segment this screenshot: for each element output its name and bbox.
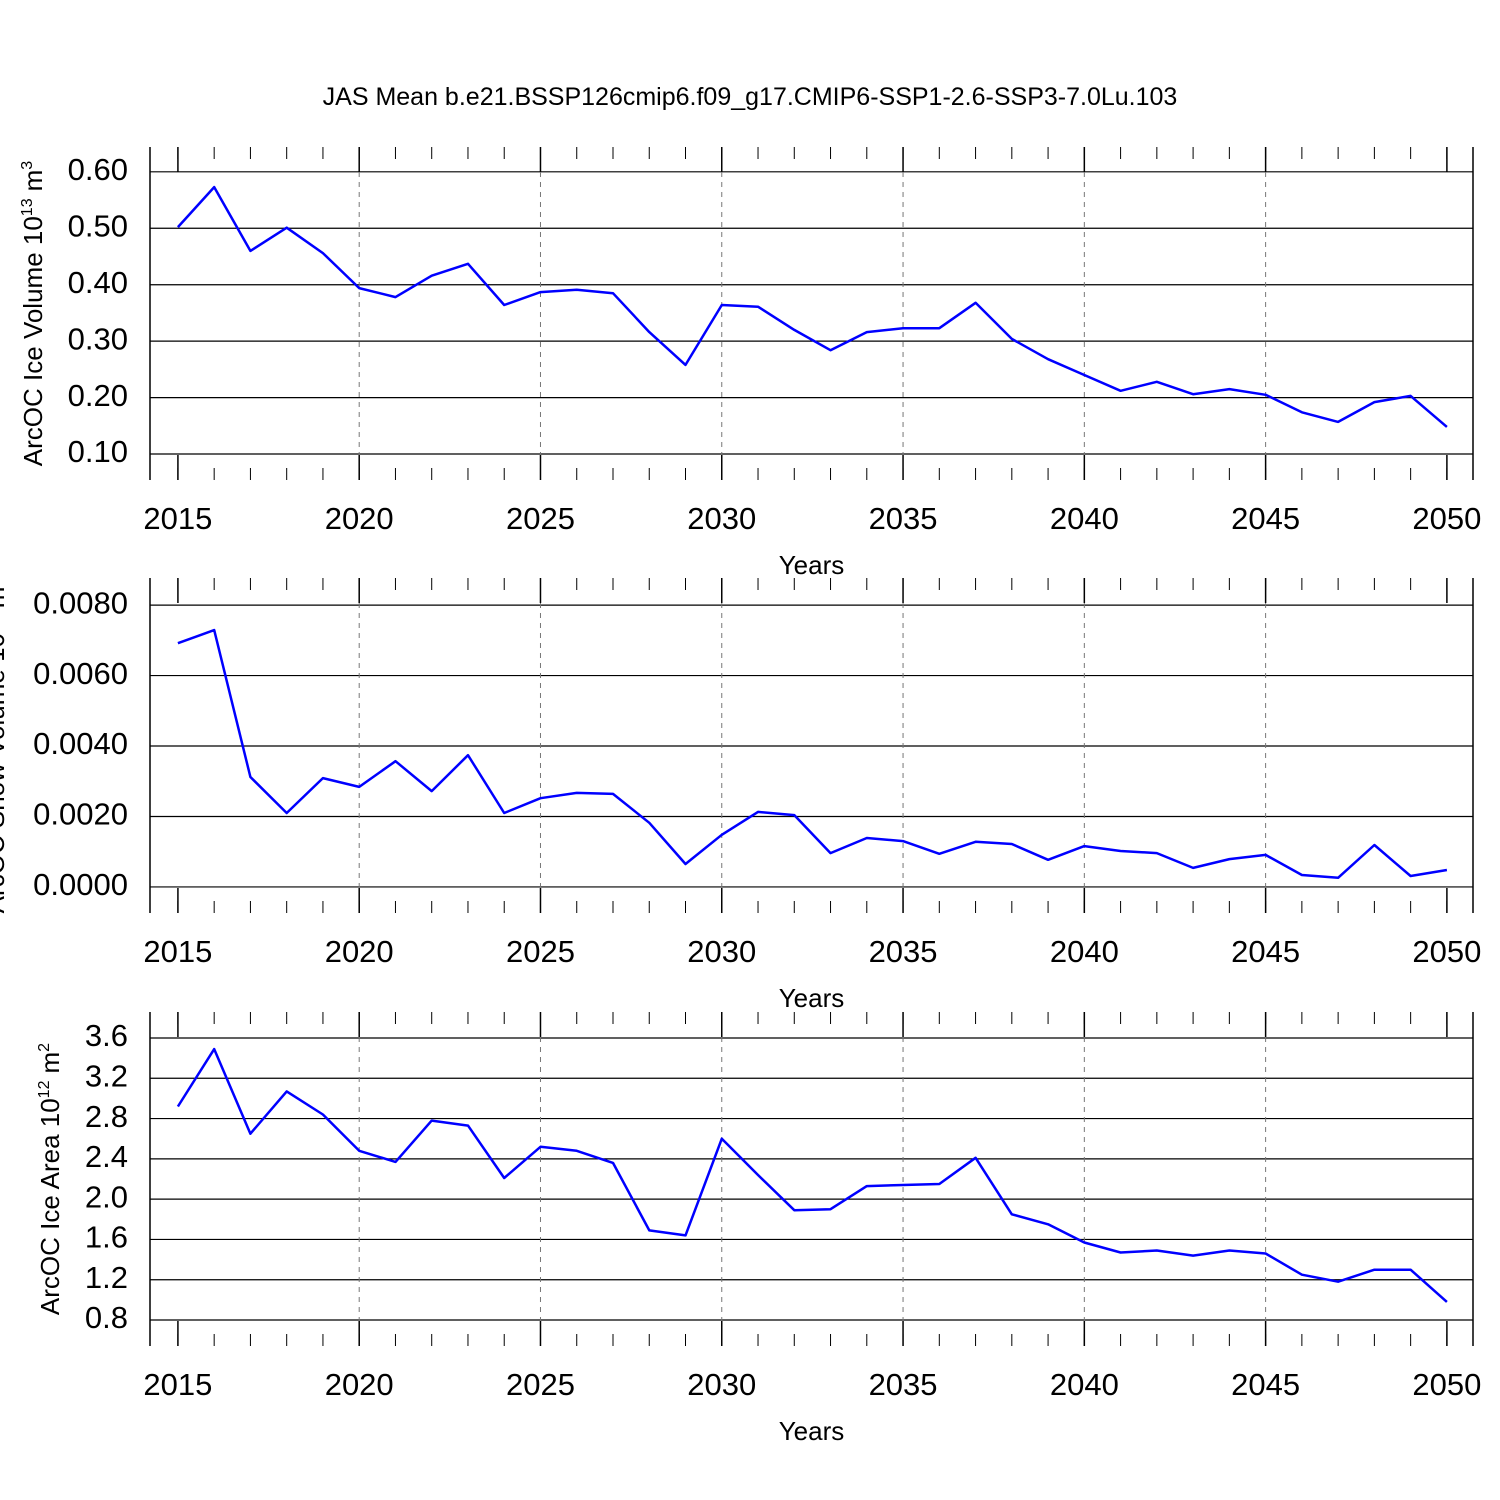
data-line	[176, 1047, 1448, 1303]
y-axis-title-unit: m	[18, 170, 48, 192]
x-tick-label: 2050	[1412, 501, 1481, 536]
y-tick-label: 3.2	[85, 1058, 128, 1093]
y-tick-label: 0.8	[85, 1300, 128, 1335]
x-tick-label: 2050	[1412, 1367, 1481, 1402]
x-axis-title: Years	[779, 550, 845, 580]
x-tick-label: 2045	[1231, 501, 1300, 536]
y-tick-label: 0.10	[68, 434, 128, 469]
y-tick-label: 2.0	[85, 1179, 128, 1214]
y-axis-title-text: ArcOC Snow Volume 10	[0, 633, 10, 913]
y-tick-label: 0.60	[68, 152, 128, 187]
y-axis-title-text: ArcOC Ice Area 10	[35, 1098, 65, 1315]
y-axis-title: ArcOC Ice Area 1012 m2	[35, 1043, 65, 1315]
x-tick-label: 2015	[143, 1367, 212, 1402]
y-axis-title-unit-exponent: 3	[19, 161, 36, 170]
x-tick-label: 2015	[143, 934, 212, 969]
x-tick-label: 2020	[325, 934, 394, 969]
x-tick-label: 2025	[506, 934, 575, 969]
chart-title: JAS Mean b.e21.BSSP126cmip6.f09_g17.CMIP…	[323, 83, 1178, 111]
x-tick-label: 2025	[506, 501, 575, 536]
x-tick-label: 2030	[687, 934, 756, 969]
x-tick-label: 2015	[143, 501, 212, 536]
y-axis-title-exponent: 13	[19, 198, 36, 216]
y-axis-title-exponent: 12	[36, 1080, 53, 1098]
y-axis-title-unit: m	[0, 587, 10, 609]
y-tick-label: 0.20	[68, 378, 128, 413]
x-tick-label: 2025	[506, 1367, 575, 1402]
y-tick-label: 0.0080	[33, 585, 128, 620]
y-tick-label: 0.50	[68, 208, 128, 243]
y-tick-label: 2.8	[85, 1099, 128, 1134]
y-tick-label: 2.4	[85, 1139, 128, 1174]
y-axis-title: ArcOC Ice Volume 1013 m3	[18, 161, 48, 466]
data-line	[176, 185, 1448, 428]
y-axis-title: ArcOC Snow Volume 1013m3	[0, 578, 10, 914]
y-tick-label: 0.0040	[33, 726, 128, 761]
y-tick-label: 1.6	[85, 1220, 128, 1255]
x-tick-label: 2050	[1412, 934, 1481, 969]
y-tick-label: 0.40	[68, 265, 128, 300]
x-tick-label: 2035	[869, 501, 938, 536]
x-axis-title: Years	[779, 983, 845, 1013]
y-tick-label: 3.6	[85, 1018, 128, 1053]
y-tick-label: 0.30	[68, 321, 128, 356]
x-tick-label: 2020	[325, 501, 394, 536]
x-tick-label: 2040	[1050, 1367, 1119, 1402]
y-tick-label: 0.0060	[33, 656, 128, 691]
x-tick-label: 2040	[1050, 934, 1119, 969]
x-axis-title: Years	[779, 1416, 845, 1446]
y-tick-label: 0.0020	[33, 797, 128, 832]
x-tick-label: 2045	[1231, 1367, 1300, 1402]
x-tick-label: 2035	[869, 1367, 938, 1402]
x-tick-label: 2030	[687, 1367, 756, 1402]
y-axis-title-unit-exponent: 2	[36, 1043, 53, 1052]
x-tick-label: 2045	[1231, 934, 1300, 969]
y-axis-title-text: ArcOC Ice Volume 10	[18, 216, 48, 466]
y-axis-title-unit: m	[35, 1052, 65, 1074]
y-tick-label: 1.2	[85, 1260, 128, 1295]
x-tick-label: 2035	[869, 934, 938, 969]
x-tick-label: 2020	[325, 1367, 394, 1402]
x-tick-label: 2040	[1050, 501, 1119, 536]
y-tick-label: 0.0000	[33, 867, 128, 902]
x-tick-label: 2030	[687, 501, 756, 536]
data-line	[177, 628, 1448, 880]
